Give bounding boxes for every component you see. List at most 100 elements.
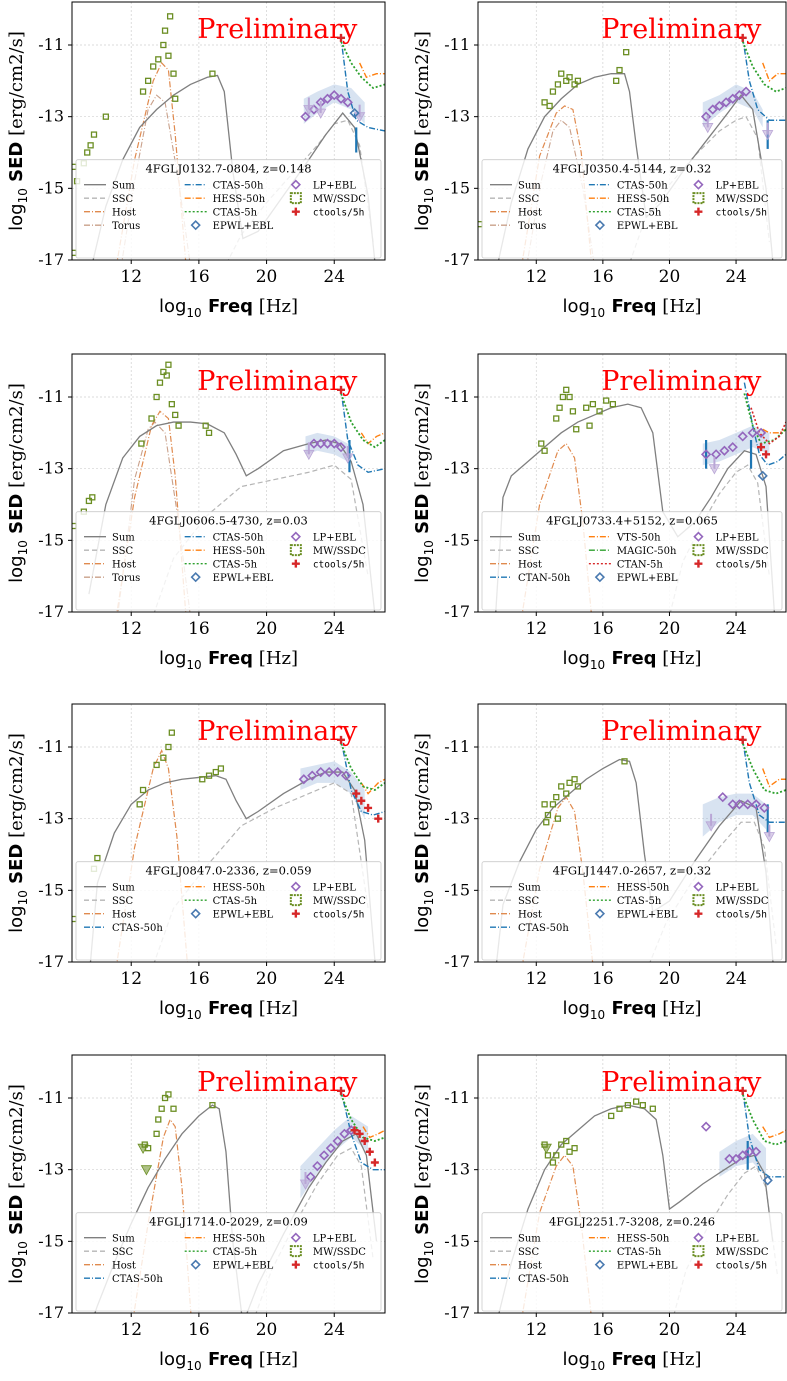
legend-swatch bbox=[290, 531, 301, 542]
host-curve bbox=[116, 410, 187, 612]
mw-point bbox=[153, 761, 160, 769]
legend: 4FGLJ0132.7-0804, z=0.148 Sum CTAS-50h LP+E… bbox=[75, 159, 382, 259]
mw-point bbox=[139, 88, 147, 95]
plot-area bbox=[72, 729, 385, 962]
lp-point bbox=[727, 799, 738, 810]
lp-point bbox=[734, 90, 745, 101]
axes-frame bbox=[71, 1054, 386, 1314]
y-label-bold: SED bbox=[6, 844, 27, 890]
y-tick-label: -15 bbox=[38, 880, 64, 899]
y-label-bold: SED bbox=[412, 1195, 433, 1241]
legend-swatch bbox=[594, 220, 606, 231]
lp-confidence-band bbox=[702, 84, 763, 128]
legend-label: SSC bbox=[112, 546, 134, 557]
legend-label: Host bbox=[518, 910, 542, 921]
mw-point bbox=[563, 386, 570, 393]
y-tick-label: -13 bbox=[38, 809, 64, 828]
upper-limit bbox=[315, 108, 327, 119]
legend-swatch bbox=[190, 220, 201, 231]
x-tick-label: 20 bbox=[256, 619, 278, 639]
y-tick-label: -11 bbox=[38, 737, 64, 756]
mw-point bbox=[90, 131, 98, 138]
axes-frame bbox=[71, 1, 386, 261]
mw-point bbox=[583, 404, 590, 411]
legend-swatch bbox=[694, 559, 703, 568]
x-tick-label: 12 bbox=[120, 267, 142, 287]
mw-point bbox=[170, 1105, 177, 1112]
mw-point bbox=[170, 70, 177, 77]
ssc-curve bbox=[153, 782, 369, 962]
x-label-unit: [Hz] bbox=[657, 998, 702, 1019]
mw-point bbox=[165, 52, 172, 59]
lp-point bbox=[710, 449, 722, 460]
ctools-point bbox=[370, 1158, 379, 1167]
legend-label: Torus bbox=[112, 221, 140, 232]
legend-label: CTAS-5h bbox=[213, 560, 258, 571]
x-label-log: log bbox=[562, 296, 589, 317]
mw-point bbox=[563, 1137, 570, 1145]
y-tick-label: -13 bbox=[38, 107, 64, 126]
x-tick-label: 24 bbox=[323, 1320, 345, 1340]
legend-label: CTAN-50h bbox=[518, 573, 571, 584]
legend-label: MW/SSDC bbox=[313, 194, 366, 205]
legend-label: MW/SSDC bbox=[313, 896, 366, 907]
x-tick-label: 12 bbox=[525, 1320, 547, 1340]
legend-swatch bbox=[692, 192, 705, 205]
hess50-curve bbox=[360, 432, 385, 445]
mw-point bbox=[571, 81, 578, 88]
x-label-bold: Freq bbox=[202, 296, 253, 317]
x-axis-label: log10 Freq [Hz] bbox=[562, 998, 701, 1022]
x-tick-label: 12 bbox=[525, 267, 547, 287]
x-tick-label: 16 bbox=[188, 267, 210, 287]
legend-label: CTAS-50h bbox=[518, 1274, 569, 1285]
mw-point bbox=[553, 794, 560, 801]
legend-label: MAGIC-50h bbox=[617, 546, 677, 557]
mw-point bbox=[616, 66, 623, 74]
x-tick-label: 12 bbox=[525, 619, 547, 639]
ssc-curve bbox=[649, 821, 777, 962]
x-tick-label: 16 bbox=[188, 619, 210, 639]
x-axis-label: log10 Freq [Hz] bbox=[159, 1349, 298, 1373]
legend-label: EPWL+EBL bbox=[617, 910, 678, 921]
legend-label: Host bbox=[112, 560, 136, 571]
mw-point bbox=[566, 393, 573, 401]
legend-label: Host bbox=[518, 560, 542, 571]
legend-swatch bbox=[694, 207, 703, 216]
lp-point bbox=[727, 93, 738, 104]
mw-point bbox=[150, 63, 157, 70]
axes-frame bbox=[477, 1054, 787, 1314]
x-axis-label: log10 Freq [Hz] bbox=[159, 998, 298, 1022]
lp-point bbox=[329, 438, 340, 449]
y-label-log: log bbox=[412, 905, 433, 932]
axes-frame bbox=[477, 353, 787, 613]
y-tick-label: -17 bbox=[38, 602, 64, 621]
lp-point bbox=[730, 1153, 742, 1165]
hess50-curve bbox=[762, 1126, 786, 1139]
legend-label: LP+EBL bbox=[313, 1234, 356, 1245]
y-tick-label: -17 bbox=[38, 952, 64, 971]
legend-label: CTAS-50h bbox=[112, 1274, 163, 1285]
sed-panel-3: Preliminary 4FGLJ0606.5-4730, z=0.03 Sum CT… bbox=[6, 353, 386, 672]
legend: 4FGLJ0847.0-2336, z=0.059 Sum HESS-50h LP+E… bbox=[75, 861, 382, 961]
x-label-sub: 10 bbox=[590, 306, 605, 320]
mw-point bbox=[616, 1105, 623, 1112]
y-label-log: log bbox=[6, 555, 27, 582]
ssc-curve bbox=[673, 1165, 779, 1313]
ctools-point bbox=[352, 789, 361, 798]
lp-point bbox=[300, 111, 311, 122]
mw-point bbox=[209, 70, 216, 77]
mw-point bbox=[586, 422, 593, 429]
lp-point bbox=[740, 86, 752, 97]
lp-point bbox=[307, 770, 318, 781]
mw-point bbox=[558, 70, 565, 77]
x-tick-label: 16 bbox=[188, 1320, 210, 1340]
lp-point bbox=[335, 93, 347, 104]
legend-label: Torus bbox=[518, 221, 546, 232]
sum-curve bbox=[495, 758, 774, 962]
mw-point bbox=[608, 1112, 615, 1120]
mw-point bbox=[172, 95, 179, 102]
mw-point bbox=[217, 765, 225, 772]
mw-point bbox=[158, 1105, 165, 1112]
legend-label: VTS-50h bbox=[616, 533, 661, 544]
y-axis-label: log10 SED [erg/cm2/s] bbox=[6, 31, 30, 231]
